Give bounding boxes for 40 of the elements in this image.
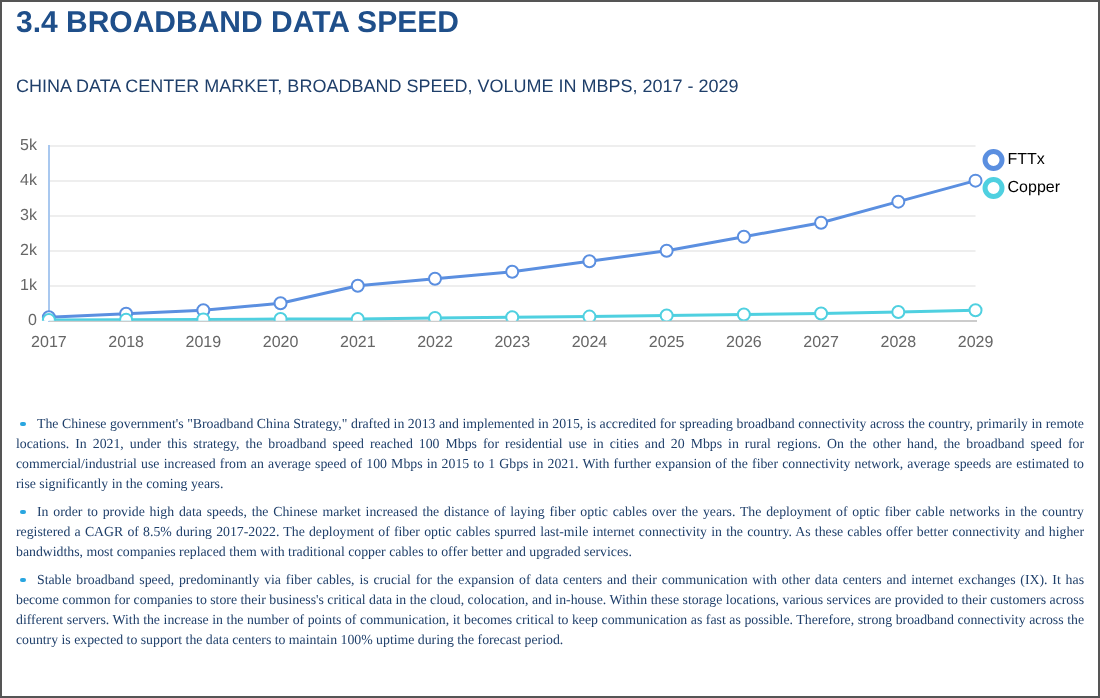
point — [505, 264, 520, 279]
x-tick-label: 2018 — [108, 332, 146, 351]
x-tick-label: 2023 — [494, 332, 532, 351]
point — [273, 296, 288, 311]
x-tick-label: 2029 — [957, 332, 995, 351]
x-tick-label: 2022 — [417, 332, 454, 351]
y-tick-label: 1k — [19, 276, 39, 295]
x-tick-label: 2020 — [262, 332, 300, 351]
point — [582, 309, 597, 321]
y-tick-label: 2k — [19, 241, 39, 260]
point — [736, 229, 751, 244]
x-tick-label: 2028 — [880, 332, 918, 351]
legend-label: FTTx — [1007, 150, 1045, 169]
chart-subtitle: CHINA DATA CENTER MARKET, BROADBAND SPEED, VOLUME IN MBPS, 2017 - 2029 — [16, 76, 739, 96]
y-tick-label: 0 — [27, 311, 38, 330]
x-tick-label: 2025 — [648, 332, 686, 351]
point — [659, 308, 674, 321]
x-tick-label: 2019 — [185, 332, 223, 351]
point — [968, 173, 983, 188]
y-tick-label: 5k — [19, 136, 39, 155]
point — [659, 243, 674, 258]
point — [968, 303, 983, 318]
y-tick-label: 4k — [19, 171, 39, 190]
x-tick-label: 2024 — [571, 332, 609, 351]
chart-title: 3.4 BROADBAND DATA SPEED — [16, 6, 459, 40]
x-tick-label: 2026 — [726, 332, 763, 351]
x-tick-label: 2027 — [803, 332, 840, 351]
point — [736, 307, 751, 321]
point — [582, 254, 597, 269]
point — [427, 271, 442, 286]
y-tick-label: 3k — [19, 206, 39, 225]
point — [505, 310, 520, 321]
point — [350, 278, 365, 293]
point — [891, 194, 906, 209]
point — [814, 306, 829, 321]
legend-label: Copper — [1007, 178, 1061, 197]
point — [891, 305, 906, 320]
point — [814, 215, 829, 230]
x-tick-label: 2021 — [339, 332, 377, 351]
x-tick-label: 2017 — [31, 332, 68, 351]
